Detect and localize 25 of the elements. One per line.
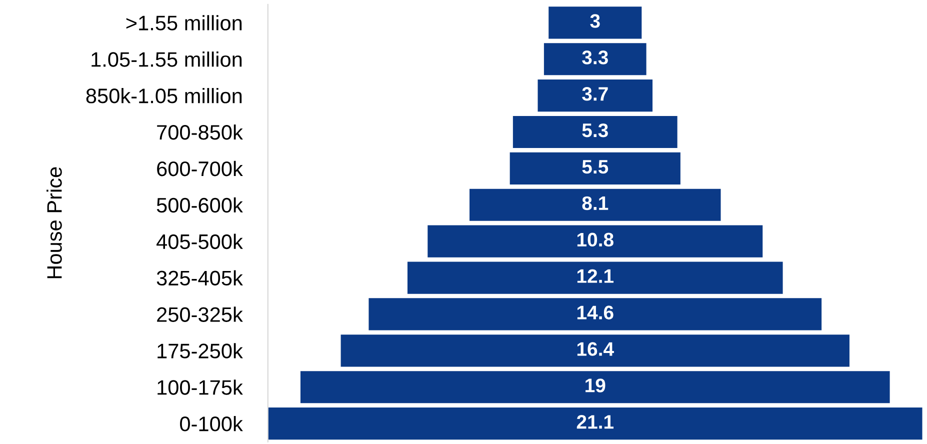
data-label: 16.4 — [577, 342, 614, 356]
category-label: 1.05-1.55 million — [92, 52, 242, 67]
data-label: 14.6 — [577, 306, 614, 320]
category-label: 0-100k — [180, 416, 243, 432]
data-label: 8.1 — [582, 196, 608, 210]
category-label: 175-250k — [158, 343, 243, 358]
category-label: 700-850k — [157, 124, 243, 140]
data-label: 3 — [590, 14, 600, 28]
category-label: 850k-1.05 million — [86, 88, 242, 104]
category-label: 100-175k — [158, 380, 243, 395]
data-label: 5.5 — [582, 160, 608, 174]
data-label: 19 — [586, 378, 606, 392]
category-label: 500-600k — [156, 197, 243, 213]
data-label: 3.7 — [582, 87, 608, 101]
text: House Price — [46, 167, 62, 278]
category-label: 250-325k — [157, 306, 243, 322]
category-label: 600-700k — [157, 160, 243, 176]
data-label: 3.3 — [582, 50, 608, 64]
category-label: 325-405k — [156, 270, 243, 286]
category-label: >1.55 million — [126, 15, 242, 30]
data-label: 12.1 — [577, 269, 614, 283]
data-label: 5.3 — [582, 123, 608, 138]
data-label: 10.8 — [577, 232, 614, 247]
category-label: 405-500k — [156, 234, 243, 250]
data-label: 21.1 — [576, 415, 614, 429]
